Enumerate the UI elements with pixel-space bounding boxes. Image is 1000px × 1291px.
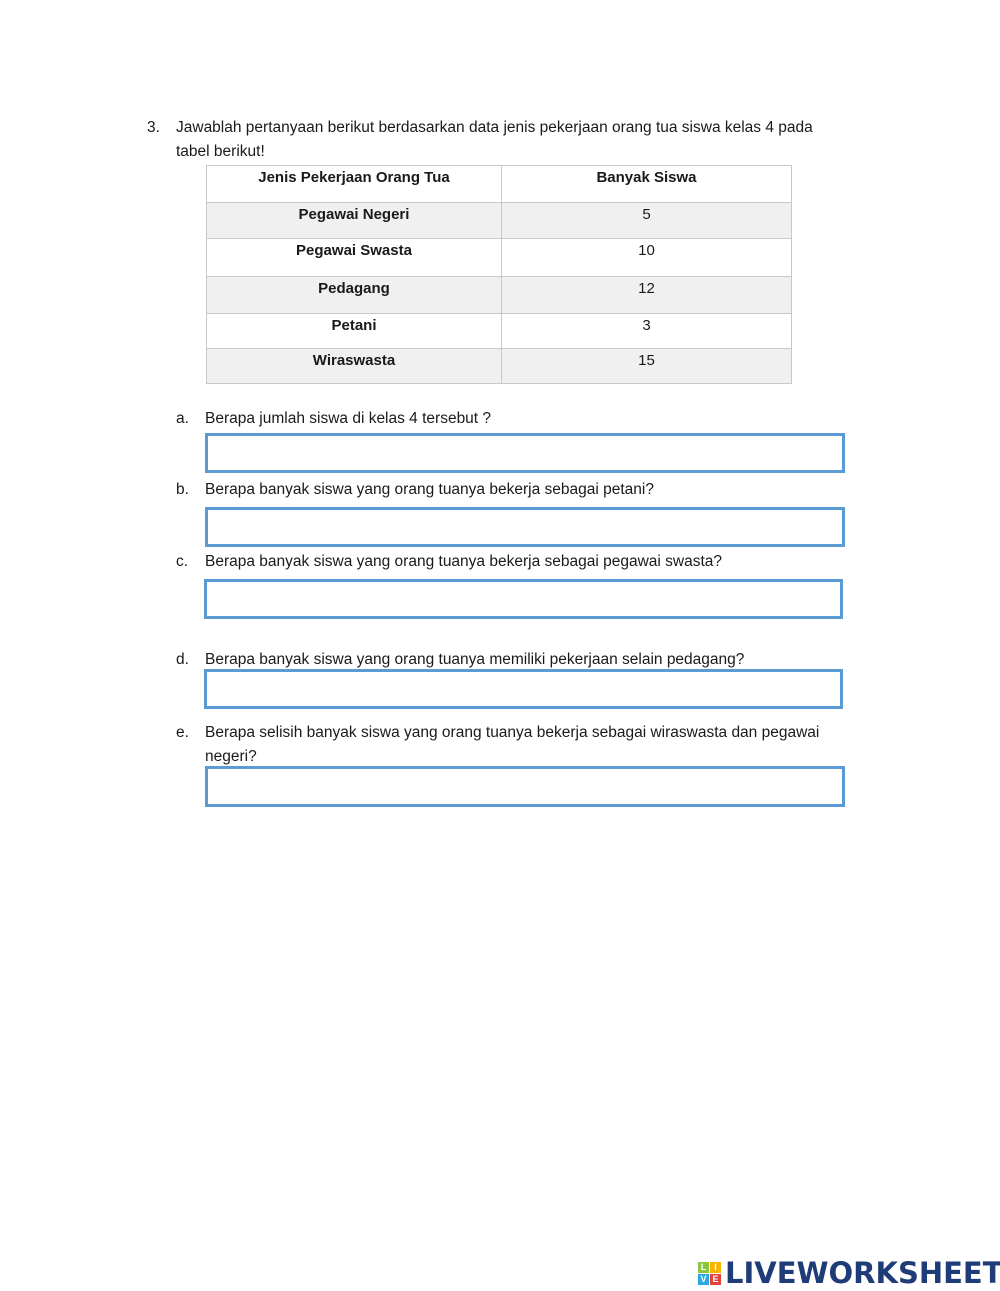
subquestion-text: Berapa jumlah siswa di kelas 4 tersebut …	[205, 410, 492, 427]
table-cell-count: 12	[501, 276, 792, 314]
table-row: Pedagang 12	[206, 276, 792, 314]
answer-input-c[interactable]	[204, 579, 843, 619]
table-cell-job: Wiraswasta	[206, 348, 502, 384]
table-cell-count: 5	[501, 202, 792, 239]
table-cell-job: Pegawai Swasta	[206, 238, 502, 277]
table-row: Pegawai Swasta 10	[206, 238, 792, 277]
table-cell-job: Pegawai Negeri	[206, 202, 502, 239]
table-row: Wiraswasta 15	[206, 348, 792, 384]
subquestion-text: Berapa banyak siswa yang orang tuanya be…	[205, 481, 654, 498]
logo-letter: V	[698, 1273, 709, 1285]
table-row: Petani 3	[206, 313, 792, 349]
question-number: 3.	[147, 119, 160, 136]
table-header-row: Jenis Pekerjaan Orang Tua Banyak Siswa	[206, 165, 792, 203]
answer-input-a[interactable]	[205, 433, 845, 473]
subquestion-label: e.	[176, 724, 189, 741]
table-cell-count: 3	[501, 313, 792, 349]
logo-letter: I	[710, 1261, 721, 1273]
logo-letter: E	[710, 1273, 721, 1285]
subquestion-label: d.	[176, 651, 189, 668]
logo-text: LIVEWORKSHEETS	[725, 1256, 1000, 1290]
table-header: Jenis Pekerjaan Orang Tua	[206, 165, 502, 203]
liveworksheets-logo: L I V E LIVEWORKSHEETS	[698, 1256, 1000, 1290]
question-text: Jawablah pertanyaan berikut berdasarkan …	[176, 119, 813, 136]
subquestion-label: b.	[176, 481, 189, 498]
table-header: Banyak Siswa	[501, 165, 792, 203]
subquestion-label: c.	[176, 553, 189, 570]
logo-icon: L I V E	[698, 1261, 721, 1285]
subquestion-text-line2: negeri?	[205, 748, 257, 765]
table-cell-job: Pedagang	[206, 276, 502, 314]
answer-input-e[interactable]	[205, 766, 845, 807]
table-row: Pegawai Negeri 5	[206, 202, 792, 239]
answer-input-d[interactable]	[204, 669, 843, 709]
table-cell-count: 10	[501, 238, 792, 277]
subquestion-label: a.	[176, 410, 189, 427]
question-text-line2: tabel berikut!	[176, 143, 265, 160]
subquestion-text: Berapa banyak siswa yang orang tuanya me…	[205, 651, 745, 668]
subquestion-text: Berapa selisih banyak siswa yang orang t…	[205, 724, 820, 741]
answer-input-b[interactable]	[205, 507, 845, 547]
table-cell-job: Petani	[206, 313, 502, 349]
table-cell-count: 15	[501, 348, 792, 384]
data-table: Jenis Pekerjaan Orang Tua Banyak Siswa P…	[206, 165, 792, 384]
logo-letter: L	[698, 1261, 709, 1273]
subquestion-text: Berapa banyak siswa yang orang tuanya be…	[205, 553, 723, 570]
